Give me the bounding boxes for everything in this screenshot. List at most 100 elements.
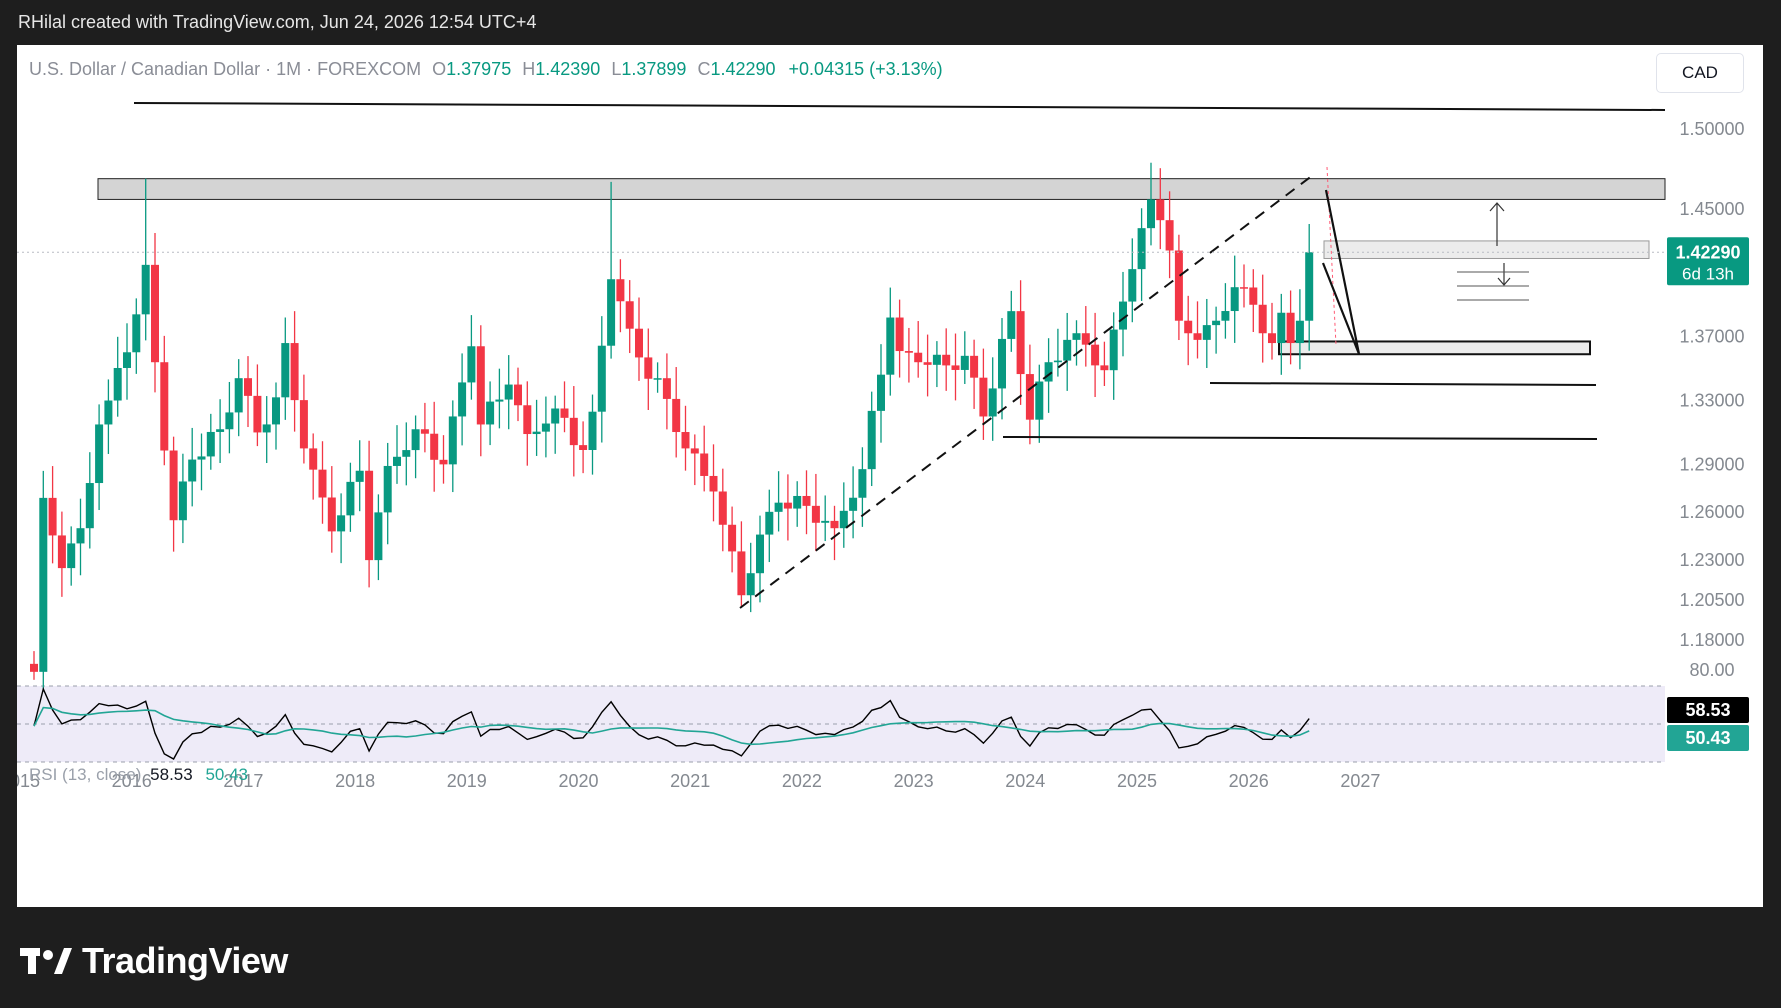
- price-tick-label: 1.50000: [1679, 119, 1744, 139]
- candle-body: [1305, 252, 1314, 321]
- symbol-title[interactable]: U.S. Dollar / Canadian Dollar · 1M · FOR…: [29, 59, 422, 79]
- candle-body: [970, 355, 979, 378]
- candle-body: [1044, 362, 1053, 382]
- candle-body: [1128, 269, 1137, 302]
- candle-body: [802, 495, 811, 506]
- currency-button[interactable]: CAD: [1656, 53, 1744, 93]
- candle-body: [653, 378, 662, 380]
- candle-body: [160, 362, 169, 451]
- candle-body: [998, 338, 1006, 389]
- candle-body: [178, 481, 187, 521]
- candle-body: [672, 398, 681, 433]
- price-axis[interactable]: 1.50000 1.45000 1.37000 1.33000 1.29000 1.260…: [1679, 119, 1744, 650]
- candle-body: [858, 469, 867, 498]
- candle-body: [718, 491, 727, 525]
- dashed-rally-line: [739, 174, 1314, 609]
- candle-body: [690, 448, 699, 454]
- candle-body: [458, 382, 467, 417]
- candle-body: [877, 374, 885, 411]
- candle-body: [151, 264, 159, 363]
- candle-body: [1156, 199, 1165, 221]
- candle-body: [439, 459, 448, 465]
- candle-body: [420, 429, 429, 434]
- candle-body: [188, 459, 197, 482]
- time-tick-label: 2020: [558, 771, 598, 791]
- tradingview-logo-icon: [20, 948, 72, 974]
- candle-body: [197, 456, 206, 460]
- candle-body: [495, 399, 504, 402]
- demand-zone: [1278, 340, 1591, 356]
- candle-body: [728, 524, 737, 552]
- time-axis[interactable]: 2015 2016 2017 2018 2019 2020 2021 2022 2023 2024…: [17, 771, 1380, 791]
- down-arrow-head: [1497, 277, 1511, 286]
- candlesticks: [30, 162, 1314, 691]
- candle-body: [635, 328, 643, 358]
- chart-canvas[interactable]: 80.00 1.50000 1.45000 1.37000 1.33000 1.2900…: [17, 45, 1763, 907]
- candle-body: [616, 279, 625, 302]
- candle-body: [1137, 228, 1146, 270]
- candle-body: [448, 416, 457, 465]
- candle-body: [318, 469, 327, 498]
- candle-body: [1119, 301, 1127, 330]
- candle-body: [206, 431, 215, 457]
- candle-body: [1212, 320, 1221, 326]
- candle-body: [765, 511, 774, 535]
- low-label: L: [611, 59, 622, 79]
- high-label: H: [522, 59, 536, 79]
- rsi-ma-badge-text: 50.43: [1685, 728, 1730, 748]
- rsi-line: [33, 686, 1310, 760]
- candle-body: [337, 515, 346, 532]
- time-tick-label: 2022: [782, 771, 822, 791]
- rsi-lines: [33, 686, 1310, 760]
- candle-body: [588, 411, 597, 450]
- candle-body: [1035, 381, 1044, 420]
- candle-body: [1165, 220, 1174, 251]
- candle-body: [625, 301, 634, 329]
- candle-body: [299, 400, 308, 449]
- candle-body: [290, 343, 299, 401]
- time-tick-label: 2015: [17, 771, 40, 791]
- candle-body: [132, 314, 141, 353]
- tradingview-logo[interactable]: TradingView: [20, 940, 288, 982]
- candle-body: [365, 470, 374, 561]
- open-label: O: [432, 59, 447, 79]
- upper-trendline: [133, 102, 1666, 111]
- candle-body: [821, 520, 830, 523]
- candle-body: [1230, 287, 1239, 312]
- candle-body: [923, 362, 932, 365]
- candle-body: [1221, 311, 1230, 321]
- chart-panel[interactable]: 80.00 1.50000 1.45000 1.37000 1.33000 1.2900…: [17, 45, 1763, 907]
- change-value: +0.04315 (+3.13%): [788, 59, 943, 79]
- candle-body: [411, 429, 420, 451]
- price-tick-label: 1.26000: [1679, 502, 1744, 522]
- candle-body: [1063, 339, 1072, 361]
- resistance-zone: [97, 178, 1666, 200]
- rsi-value-badge: [1667, 697, 1749, 723]
- rsi-title[interactable]: RSI (13, close): [29, 765, 142, 784]
- rsi-ma-line: [33, 706, 1310, 746]
- candle-body: [113, 367, 122, 401]
- candle-body: [1202, 325, 1211, 340]
- candle-body: [383, 465, 392, 513]
- candle-body: [960, 355, 969, 370]
- time-tick-label: 2025: [1117, 771, 1157, 791]
- candle-body: [551, 408, 560, 424]
- time-tick-label: 2018: [335, 771, 375, 791]
- candle-body: [272, 397, 280, 425]
- candle-body: [942, 354, 951, 366]
- open-value: 1.37975: [446, 59, 512, 79]
- candle-body: [281, 343, 290, 398]
- candle-body: [867, 410, 876, 470]
- candle-body: [979, 377, 988, 417]
- axis-badges: 1.42290 6d 13h 58.53 50.43: [1667, 237, 1749, 751]
- rsi-value-badge-text: 58.53: [1685, 700, 1730, 720]
- candle-body: [262, 424, 271, 433]
- candle-body: [309, 448, 318, 470]
- candle-body: [1184, 320, 1193, 334]
- candle-body: [486, 401, 495, 425]
- candle-body: [374, 512, 383, 561]
- candle-body: [85, 483, 94, 529]
- candle-body: [746, 573, 755, 596]
- time-tick-label: 2027: [1340, 771, 1380, 791]
- candle-body: [1249, 287, 1258, 305]
